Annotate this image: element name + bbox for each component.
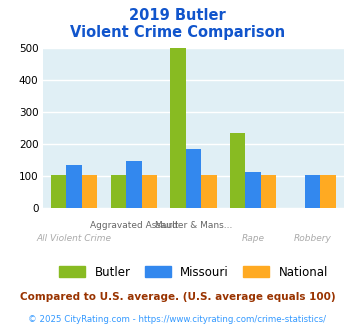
Text: © 2025 CityRating.com - https://www.cityrating.com/crime-statistics/: © 2025 CityRating.com - https://www.city… [28, 315, 327, 324]
Text: Robbery: Robbery [294, 234, 332, 243]
Text: All Violent Crime: All Violent Crime [37, 234, 112, 243]
Bar [201, 175, 217, 208]
Text: Aggravated Assault: Aggravated Assault [89, 221, 178, 230]
Bar [261, 175, 276, 208]
Text: Murder & Mans...: Murder & Mans... [155, 221, 232, 230]
Text: Rape: Rape [242, 234, 264, 243]
Bar [230, 133, 245, 208]
Text: Compared to U.S. average. (U.S. average equals 100): Compared to U.S. average. (U.S. average … [20, 292, 335, 302]
Bar [51, 175, 66, 208]
Text: 2019 Butler: 2019 Butler [129, 8, 226, 23]
Bar [186, 149, 201, 208]
Bar [82, 175, 97, 208]
Bar [245, 172, 261, 208]
Legend: Butler, Missouri, National: Butler, Missouri, National [59, 266, 328, 279]
Bar [142, 175, 157, 208]
Text: Violent Crime Comparison: Violent Crime Comparison [70, 25, 285, 40]
Bar [321, 175, 336, 208]
Bar [126, 161, 142, 208]
Bar [170, 48, 186, 208]
Bar [305, 175, 321, 208]
Bar [111, 175, 126, 208]
Bar [66, 165, 82, 208]
